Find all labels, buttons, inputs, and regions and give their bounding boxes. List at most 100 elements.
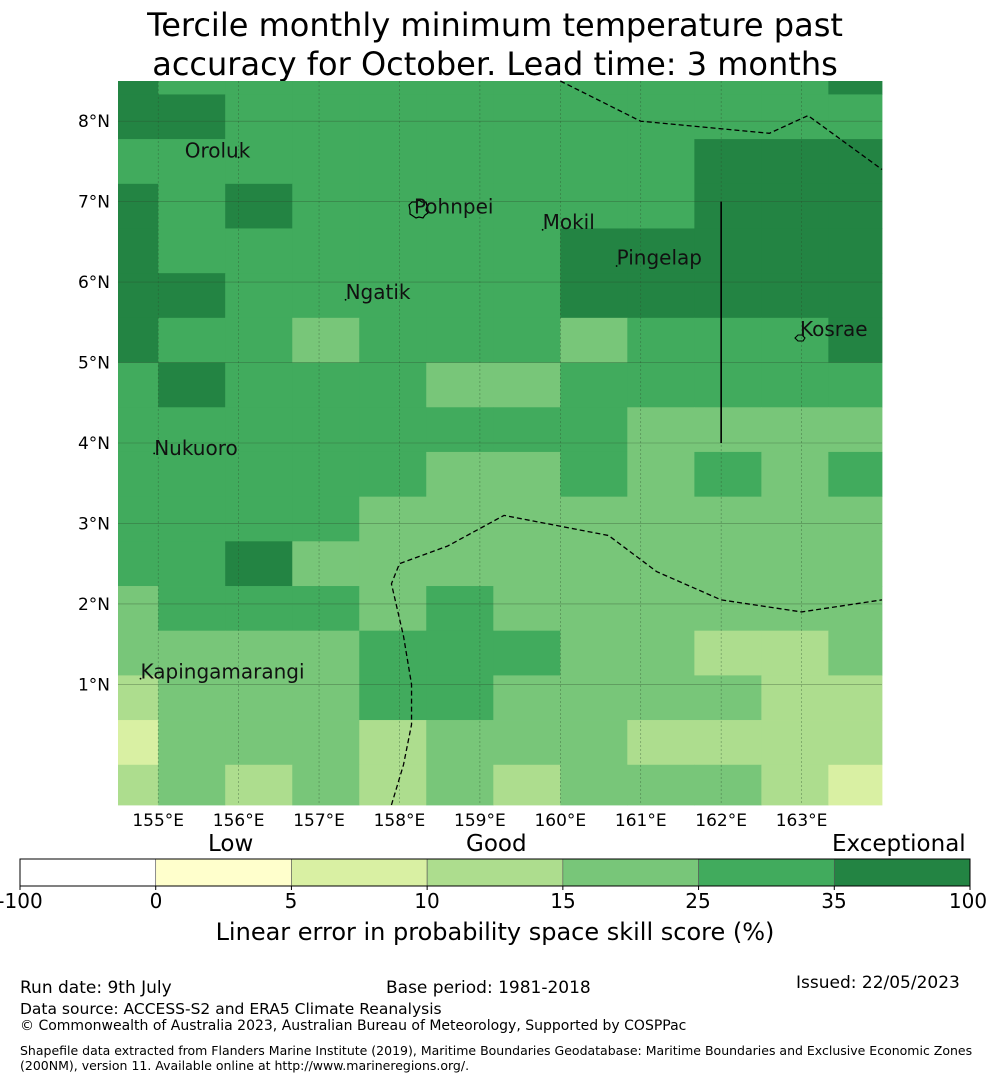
- skill-cell: [158, 451, 226, 498]
- skill-cell: [158, 139, 226, 185]
- skill-cell: [627, 764, 695, 806]
- skill-cell: [426, 451, 494, 498]
- place-label: Kosrae: [800, 317, 868, 341]
- colorbar-tick-label: 35: [821, 889, 847, 913]
- skill-cell: [158, 720, 226, 766]
- skill-cell: [493, 94, 561, 140]
- skill-cell: [118, 675, 159, 721]
- skill-cell: [493, 541, 561, 587]
- longitude-tick-label: 157°E: [293, 811, 345, 831]
- skill-cell: [627, 139, 695, 185]
- skill-cell: [292, 228, 360, 274]
- map-title-line-1: Tercile monthly minimum temperature past: [147, 6, 843, 44]
- latitude-tick-label: 1°N: [78, 675, 110, 695]
- skill-cell: [493, 362, 561, 408]
- skill-cell: [118, 496, 159, 542]
- latitude-tick-label: 7°N: [78, 193, 110, 213]
- skill-cell: [158, 362, 226, 408]
- atoll-marker: [344, 298, 347, 301]
- skill-cell: [359, 541, 427, 587]
- skill-cell: [560, 81, 628, 95]
- skill-cell: [560, 764, 628, 806]
- skill-cell: [426, 273, 494, 319]
- skill-grid: [118, 81, 883, 806]
- skill-cell: [118, 81, 159, 95]
- skill-cell: [359, 764, 427, 806]
- skill-cell: [694, 720, 762, 766]
- skill-cell: [426, 496, 494, 542]
- skill-cell: [761, 317, 829, 363]
- colorbar-frame: [19, 858, 971, 887]
- skill-cell: [493, 451, 561, 498]
- skill-cell: [426, 630, 494, 676]
- skill-cell: [359, 139, 427, 185]
- skill-cell: [292, 630, 360, 676]
- skill-cell: [158, 228, 226, 274]
- skill-cell: [761, 675, 829, 721]
- skill-cell: [426, 139, 494, 185]
- skill-cell: [694, 541, 762, 587]
- skill-cell: [225, 183, 293, 229]
- skill-cell: [225, 630, 293, 676]
- longitude-tick-label: 161°E: [615, 811, 667, 831]
- latitude-tick-label: 3°N: [78, 514, 110, 534]
- skill-cell: [560, 139, 628, 185]
- skill-cell: [627, 630, 695, 676]
- skill-cell: [292, 273, 360, 319]
- skill-cell: [225, 675, 293, 721]
- skill-cell: [292, 94, 360, 140]
- skill-cell: [118, 362, 159, 408]
- skill-cell: [694, 139, 762, 185]
- skill-cell: [493, 273, 561, 319]
- skill-cell: [627, 183, 695, 229]
- skill-cell: [560, 317, 628, 363]
- skill-cell: [158, 407, 226, 453]
- skill-cell: [761, 720, 829, 766]
- skill-cell: [627, 496, 695, 542]
- skill-cell: [359, 675, 427, 721]
- colorbar-tick-label: 25: [685, 889, 711, 913]
- skill-cell: [225, 407, 293, 453]
- colorbar-bin: [562, 858, 699, 887]
- skill-cell: [761, 94, 829, 140]
- colorbar-tick-label: -100: [0, 889, 43, 913]
- skill-cell: [359, 720, 427, 766]
- skill-cell: [359, 183, 427, 229]
- skill-cell: [426, 362, 494, 408]
- skill-cell: [761, 228, 829, 274]
- skill-cell: [292, 675, 360, 721]
- skill-cell: [359, 273, 427, 319]
- data-source: Data source: ACCESS-S2 and ERA5 Climate …: [20, 1000, 442, 1018]
- skill-cell: [694, 94, 762, 140]
- skill-cell: [694, 273, 762, 319]
- skill-cell: [694, 451, 762, 498]
- skill-cell: [292, 541, 360, 587]
- skill-cell: [761, 183, 829, 229]
- kosrae-island-outline: [794, 334, 806, 342]
- skill-cell: [761, 586, 829, 632]
- skill-cell: [158, 317, 226, 363]
- skill-cell: [359, 81, 427, 95]
- skill-cell: [627, 81, 695, 95]
- skill-cell: [292, 139, 360, 185]
- category-low-label: Low: [208, 831, 254, 857]
- issued-date: Issued: 22/05/2023: [796, 973, 960, 993]
- skill-cell: [225, 541, 293, 587]
- skill-cell: [560, 541, 628, 587]
- skill-cell: [761, 139, 829, 185]
- skill-cell: [426, 720, 494, 766]
- atoll-marker: [153, 452, 156, 455]
- skill-cell: [118, 764, 159, 806]
- colorbar-tick-label: 0: [149, 889, 163, 913]
- atoll-marker: [139, 677, 142, 680]
- skill-cell: [828, 630, 883, 676]
- place-label: Nukuoro: [154, 436, 238, 460]
- skill-cell: [560, 451, 628, 498]
- longitude-tick-label: 156°E: [213, 811, 265, 831]
- skill-cell: [761, 541, 829, 587]
- skill-cell: [761, 630, 829, 676]
- skill-cell: [761, 273, 829, 319]
- skill-cell: [359, 496, 427, 542]
- skill-cell: [158, 496, 226, 542]
- skill-cell: [225, 317, 293, 363]
